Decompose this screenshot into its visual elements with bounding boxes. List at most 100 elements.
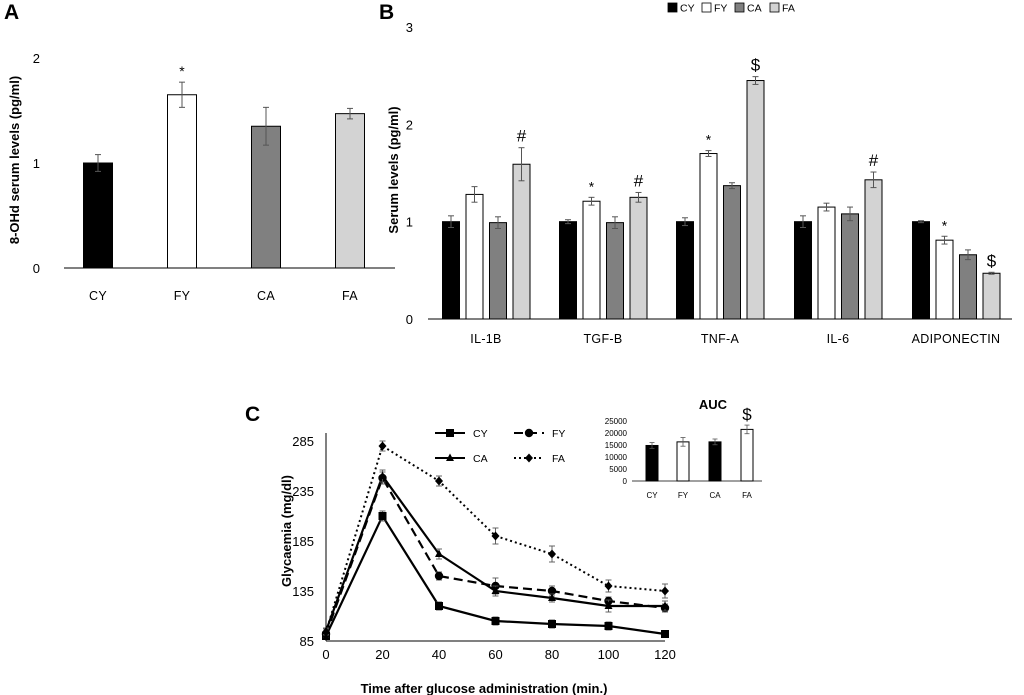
line-c-cy-point	[491, 617, 500, 625]
x-tick-c: 40	[432, 647, 446, 662]
inset-category-label: CA	[709, 491, 721, 500]
category-label-a: FA	[342, 289, 358, 303]
significance-mark-b: *	[706, 132, 712, 148]
inset-title: AUC	[699, 397, 728, 412]
category-label-b: ADIPONECTIN	[912, 332, 1001, 346]
chart-panel-a: 8-OHd serum levels (pg/ml) 0 1 2 * CY FY CA F…	[7, 51, 395, 303]
panel-label-c: C	[245, 403, 260, 426]
y-ticks-a: 0 1 2	[33, 51, 40, 276]
y-tick-c: 285	[292, 434, 314, 449]
inset-category-label: FY	[678, 491, 689, 500]
bar-b-tnf-a-ca	[723, 185, 741, 320]
x-tick-c: 120	[654, 647, 676, 662]
line-c-cy-point	[661, 630, 669, 638]
legend-marker-c	[446, 453, 454, 461]
legend-label-b: CA	[747, 3, 762, 15]
category-label-b: TNF-A	[701, 332, 740, 346]
inset-y-tick: 15000	[605, 441, 628, 450]
bar-b-il-1b-fy	[465, 193, 484, 320]
bar-b-il-1b-fa	[512, 163, 531, 320]
y-ticks-b: 0 1 2 3	[406, 20, 413, 327]
line-c-fa-point	[435, 476, 443, 486]
bars-a: *	[83, 63, 365, 269]
line-c-ca-point	[548, 593, 556, 601]
inset-categories: CY FY CA FA	[646, 491, 752, 500]
significance-mark-b: #	[517, 127, 527, 146]
y-tick-a: 0	[33, 261, 40, 276]
bar-b-il-6-fa	[864, 179, 883, 320]
line-c-cy-point	[548, 620, 556, 628]
y-tick-c: 85	[300, 634, 314, 649]
bar-b-adiponectin-fa	[982, 272, 1001, 320]
line-c-ca-point	[604, 601, 613, 609]
inset-category-label: CY	[646, 491, 658, 500]
y-tick-b: 2	[406, 117, 413, 132]
line-c-ca-point	[435, 549, 443, 557]
line-c-fa-point	[378, 441, 387, 451]
line-c-fa-point	[548, 549, 556, 559]
legend-label-c: FY	[552, 428, 565, 440]
legend-label-c: CA	[473, 453, 488, 465]
lines-c	[321, 440, 670, 640]
y-axis-title-b: Serum levels (pg/ml)	[386, 106, 401, 233]
legend-marker-c	[525, 453, 533, 463]
bar-a-ca	[251, 125, 281, 269]
chart-panel-c: Glycaemia (mg/dl) Time after glucose adm…	[279, 428, 676, 695]
bar-b-tnf-a-fy	[699, 153, 718, 320]
y-ticks-c: 85 135 185 235 285	[292, 434, 314, 649]
line-c-fa-point	[322, 627, 330, 637]
bar-b-il-6-fy	[817, 206, 836, 320]
legend-b: CY FY CA FA	[667, 2, 795, 15]
inset-category-label: FA	[742, 491, 752, 500]
category-label-b: IL-1B	[470, 332, 501, 346]
legend-swatch-b	[769, 2, 780, 13]
significance-mark-b: *	[589, 178, 595, 194]
line-c-ca-point	[491, 586, 500, 594]
inset-y-tick: 20000	[605, 429, 628, 438]
legend-label-b: FA	[782, 3, 795, 15]
bar-b-il-6-ca	[841, 213, 859, 320]
inset-bar-fa	[740, 428, 754, 482]
y-tick-a: 1	[33, 156, 40, 171]
y-tick-c: 185	[292, 534, 314, 549]
legend-swatch-b	[701, 2, 712, 13]
line-c-fy-point	[547, 586, 557, 596]
line-c-cy-point	[604, 622, 613, 630]
categories-a: CY FY CA FA	[89, 289, 358, 303]
line-c-fa-point	[491, 531, 500, 541]
line-c-fy	[324, 475, 666, 635]
bar-b-tgf-b-fy	[582, 200, 601, 320]
inset-y-tick: 10000	[605, 453, 628, 462]
chart-panel-b: Serum levels (pg/ml) CY FY CA FA 0 1 2 3 # * # * $…	[386, 2, 1012, 346]
legend-swatch-b	[734, 2, 745, 13]
significance-mark-b: $	[751, 56, 761, 75]
inset-bars: $	[645, 405, 754, 482]
line-c-cy-point	[378, 512, 387, 520]
line-c-ca	[324, 473, 665, 632]
bar-a-cy	[83, 162, 113, 269]
inset-y-ticks: 0 5000 10000 15000 20000 25000	[605, 417, 628, 486]
x-tick-c: 0	[322, 647, 329, 662]
line-c-ca-point	[661, 601, 669, 609]
category-label-b: IL-6	[827, 332, 850, 346]
line-c-fa-point	[604, 581, 613, 591]
panel-label-a: A	[4, 1, 19, 24]
chart-inset-auc: AUC 0 5000 10000 15000 20000 25000 $ CY FY CA FA	[605, 397, 762, 500]
bar-b-il-1b-cy	[442, 221, 460, 320]
inset-significance-mark: $	[742, 405, 752, 424]
legend-label-c: FA	[552, 453, 565, 465]
inset-y-tick: 5000	[609, 465, 627, 474]
bar-b-tnf-a-cy	[676, 221, 694, 320]
inset-y-tick: 25000	[605, 417, 628, 426]
bar-a-fa	[335, 113, 365, 269]
inset-bar-cy	[645, 444, 659, 482]
legend-label-c: CY	[473, 428, 488, 440]
line-c-fa-point	[661, 586, 669, 596]
bar-b-adiponectin-cy	[912, 221, 930, 320]
x-axis-title-c: Time after glucose administration (min.)	[361, 681, 608, 695]
bar-b-tgf-b-cy	[559, 221, 577, 320]
inset-bar-ca	[708, 441, 722, 482]
significance-mark-b: $	[987, 251, 997, 270]
y-tick-b: 1	[406, 215, 413, 230]
legend-label-b: CY	[680, 3, 695, 15]
